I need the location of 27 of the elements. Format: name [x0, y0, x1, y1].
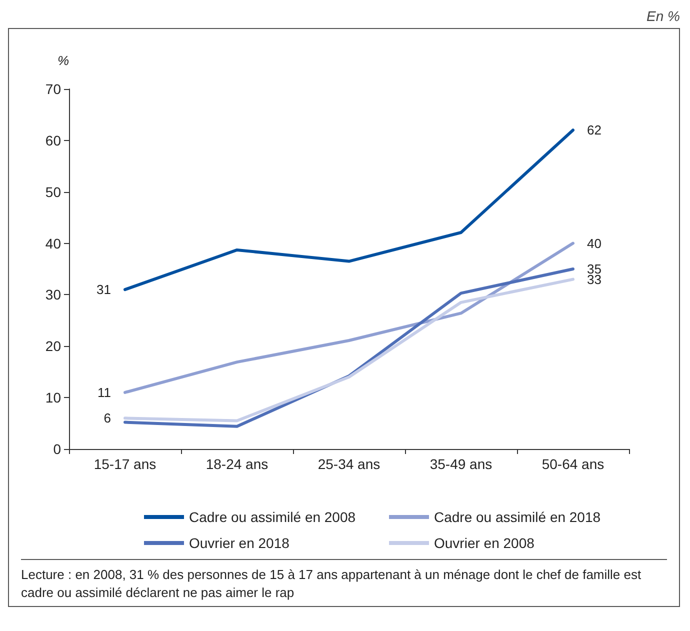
y-tick-label: 20 [45, 338, 62, 354]
text: En % [646, 8, 680, 24]
data-label: 11 [98, 384, 111, 400]
y-tick-label: 30 [45, 286, 62, 303]
x-tick-label: 18-24 ans [206, 456, 268, 472]
x-tick-label: 25-34 ans [318, 456, 380, 472]
legend-label: Ouvrier en 2018 [189, 535, 290, 551]
y-tick-label: 60 [45, 132, 62, 148]
y-tick-label: 40 [45, 235, 62, 252]
legend-label: Cadre ou assimilé en 2018 [434, 509, 601, 525]
y-tick-label: 0 [53, 441, 62, 457]
x-tick-label: 15-17 ans [94, 456, 156, 472]
y-tick-label: 10 [45, 390, 62, 406]
x-tick-label: 50-64 ans [542, 456, 604, 472]
data-label: 40 [587, 236, 602, 251]
y-tick-label: 70 [45, 81, 62, 97]
legend-label: Cadre ou assimilé en 2008 [189, 509, 356, 525]
legend-label: Ouvrier en 2008 [434, 535, 535, 551]
data-label: 31 [96, 282, 111, 298]
line-series [124, 128, 574, 292]
text: Lecture : en 2008, 31 % des personnes de 15 à 17 ans appartenant à un ménage dont le chef de famille est cadre ou assimilé déclarent ne pas aimer le rap [21, 559, 667, 606]
x-tick-label: 35-49 ans [430, 456, 492, 472]
data-label: 6 [104, 410, 111, 426]
y-axis-title: % [57, 53, 69, 68]
line-series [124, 242, 574, 394]
y-tick-label: 50 [45, 184, 62, 200]
data-label: 62 [587, 122, 602, 138]
